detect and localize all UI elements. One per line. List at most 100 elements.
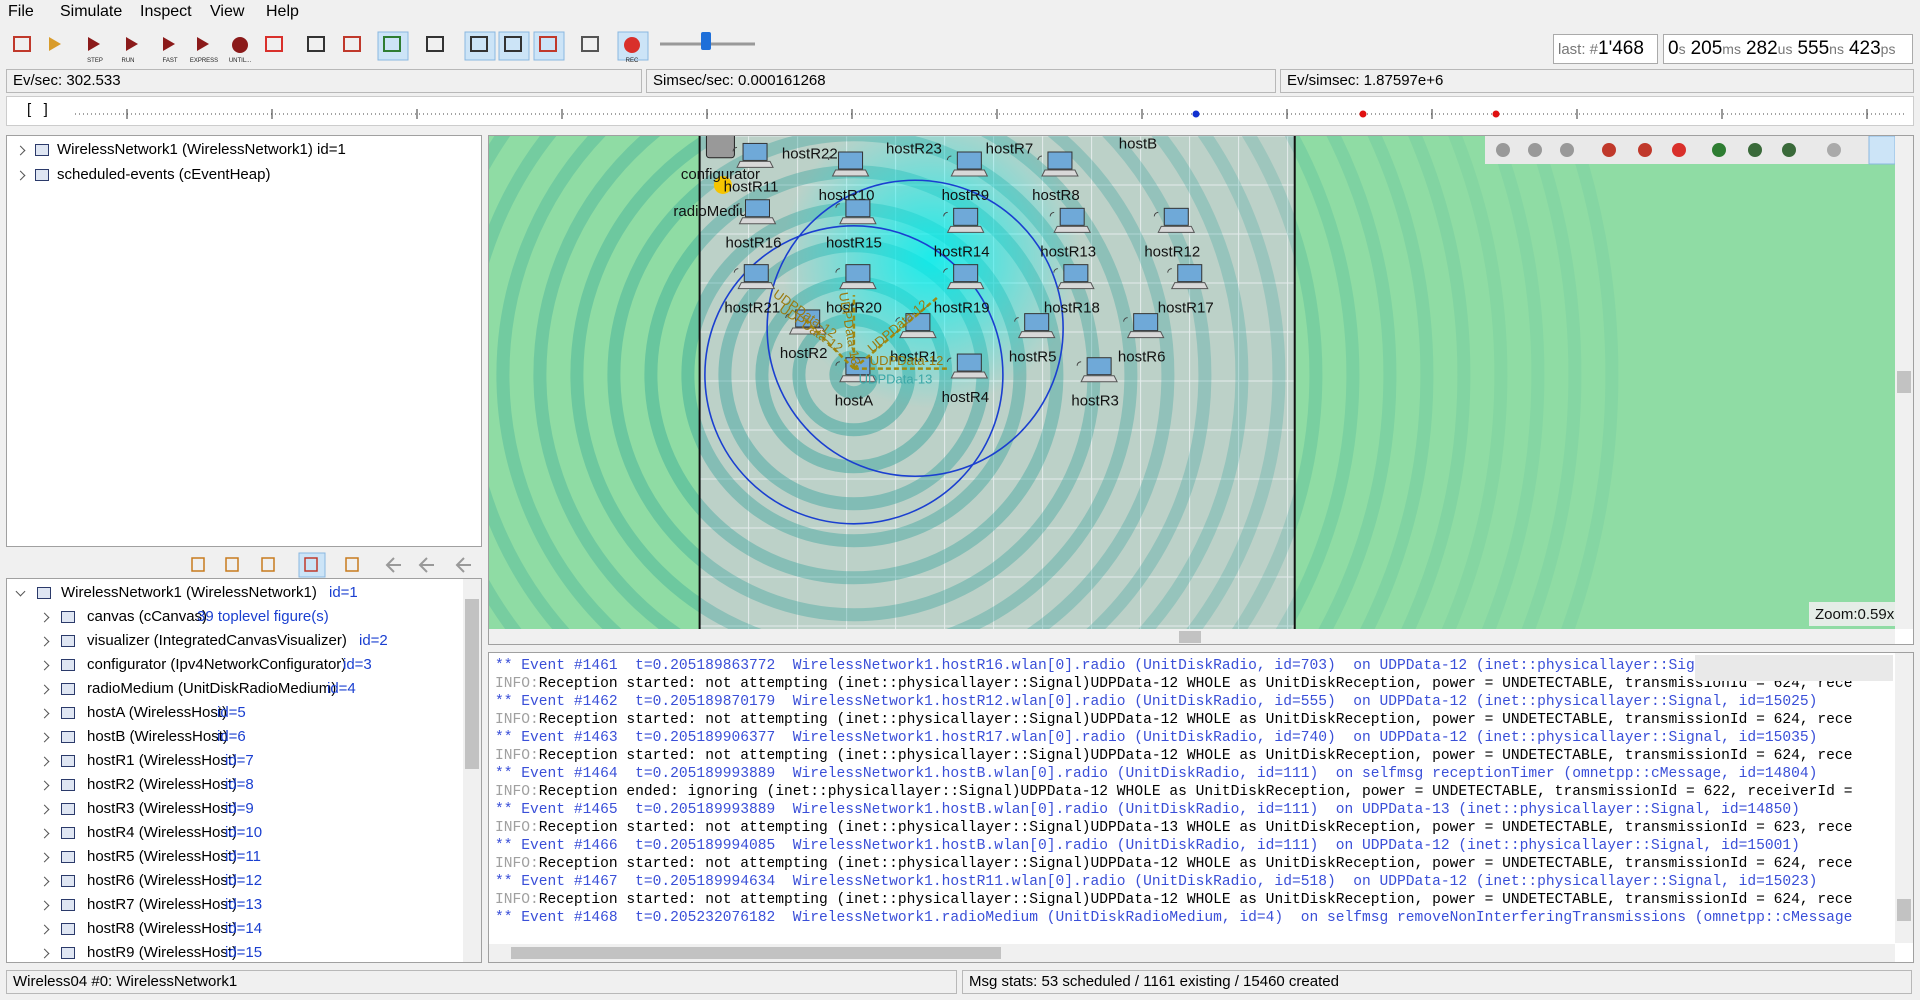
host-icon (835, 264, 877, 290)
timeline-axis (75, 109, 1905, 119)
expand-arrow[interactable] (39, 852, 50, 863)
tree-item[interactable]: scheduled-events (cEventHeap) (57, 166, 271, 183)
tree-info: id=7 (225, 752, 254, 769)
antenna (835, 361, 840, 366)
tree-name[interactable]: configurator (Ipv4NetworkConfigurator) (87, 656, 347, 673)
log-text: Reception started: not attempting (inet:… (538, 892, 1853, 908)
menu-item[interactable]: File (8, 3, 34, 20)
expand-arrow[interactable] (39, 756, 50, 767)
keyboard (839, 375, 877, 383)
keyboard (839, 217, 877, 225)
icon (225, 557, 239, 572)
tree-icon (61, 707, 75, 719)
timeline-label[interactable]: [ ] (27, 101, 48, 118)
log-text: Reception started: not attempting (inet:… (538, 676, 1853, 692)
tree-row: visualizer (IntegratedCanvasVisualizer) i… (7, 629, 462, 653)
screen (956, 353, 982, 372)
expand-arrow[interactable] (15, 586, 26, 597)
host-icon (1076, 357, 1118, 383)
keyboard (839, 282, 877, 290)
log-line: ** Event #1461 t=0.205189863772 Wireless… (495, 657, 1890, 675)
screen (845, 199, 871, 218)
log-text: ** Event #1462 t=0.205189870179 Wireless… (495, 694, 1818, 710)
host-label: hostR21 (724, 300, 780, 317)
keyboard (1053, 225, 1091, 233)
tree-info: id=4 (327, 680, 356, 697)
icon (265, 36, 283, 52)
signal-ring (1481, 136, 1545, 629)
expand-arrow[interactable] (39, 732, 50, 743)
button-label: STEP (87, 58, 103, 64)
expand-arrow[interactable] (39, 924, 50, 935)
tree-info: id=11 (225, 848, 262, 865)
expand-arrow[interactable] (39, 612, 50, 623)
tree-name[interactable]: hostR4 (WirelessHost) (87, 824, 238, 841)
expand-arrow[interactable] (39, 684, 50, 695)
signal-ring (489, 136, 1286, 629)
tree-name[interactable]: radioMedium (UnitDiskRadioMedium) (87, 680, 337, 697)
tree-name[interactable]: hostB (WirelessHost) (87, 728, 228, 745)
host-label: hostR6 (1118, 349, 1166, 366)
tree-name[interactable]: canvas (cCanvas) (87, 608, 208, 625)
expand-arrow[interactable] (39, 876, 50, 887)
signal-ring (1318, 136, 1397, 629)
tree-icon (35, 169, 49, 181)
icon (307, 36, 325, 52)
log-line: ** Event #1465 t=0.205189993889 Wireless… (495, 801, 1890, 819)
tree-item[interactable]: WirelessNetwork1 (WirelessNetwork1) id=1 (57, 141, 346, 158)
expand-arrow[interactable] (39, 660, 50, 671)
log-line: ** Event #1462 t=0.205189870179 Wireless… (495, 693, 1890, 711)
tree-name[interactable]: visualizer (IntegratedCanvasVisualizer) (87, 632, 347, 649)
antenna (734, 203, 740, 208)
log-prefix: INFO: (495, 712, 539, 728)
tree-name[interactable]: WirelessNetwork1 (WirelessNetwork1) (61, 584, 317, 601)
menu-item[interactable]: Help (266, 3, 299, 20)
expand-arrow[interactable] (39, 780, 50, 791)
antenna (1049, 211, 1055, 217)
tree-name[interactable]: hostR5 (WirelessHost) (87, 848, 238, 865)
tree-info: id=15 (225, 944, 263, 961)
expand-arrow[interactable] (15, 145, 26, 156)
tree-name[interactable]: hostR1 (WirelessHost) (87, 752, 238, 769)
tree-name[interactable]: hostR7 (WirelessHost) (87, 896, 238, 913)
icon (426, 36, 444, 52)
keyboard (1041, 169, 1079, 177)
tree-name[interactable]: hostR2 (WirelessHost) (87, 776, 238, 793)
menu-item[interactable]: Inspect (140, 3, 192, 20)
tree-info: id=2 (359, 632, 388, 649)
host-label: hostR2 (780, 345, 828, 362)
sim-time-box: 0s 205ms 282us 555ns 423ps (1663, 34, 1913, 64)
tree-name[interactable]: hostR3 (WirelessHost) (87, 800, 238, 817)
tree-name[interactable]: hostA (WirelessHost) (87, 704, 228, 721)
tree-name[interactable]: hostR9 (WirelessHost) (87, 944, 238, 961)
tree-name[interactable]: hostR8 (WirelessHost) (87, 920, 238, 937)
antenna (785, 313, 790, 319)
tree-row: hostR5 (WirelessHost) id=11 (7, 845, 462, 869)
inspector-tree: WirelessNetwork1 (WirelessNetwork1) id=1 c… (6, 578, 482, 963)
screen (838, 151, 864, 170)
info-field: Ev/simsec: 1.87597e+6 (1280, 69, 1914, 93)
host-icon (828, 151, 870, 177)
expand-arrow[interactable] (39, 708, 50, 719)
time-unit: ns (1829, 41, 1844, 57)
menu-item[interactable]: View (210, 3, 245, 20)
keyboard (1126, 331, 1165, 339)
icon (470, 36, 488, 52)
tree-info: id=10 (225, 824, 263, 841)
antenna (1123, 317, 1128, 322)
host-icon (1153, 207, 1196, 233)
expand-arrow[interactable] (39, 804, 50, 815)
host-label: hostR18 (1044, 300, 1100, 317)
expand-arrow[interactable] (39, 948, 50, 959)
v-scroll-thumb (1897, 371, 1911, 393)
expand-arrow[interactable] (39, 636, 50, 647)
scroll-thumb (465, 599, 479, 769)
menu-item[interactable]: Simulate (60, 3, 123, 20)
canvas-tool (1827, 143, 1841, 157)
tree-name[interactable]: hostR6 (WirelessHost) (87, 872, 238, 889)
expand-arrow[interactable] (15, 170, 26, 181)
expand-arrow[interactable] (39, 900, 50, 911)
tree-row: hostB (WirelessHost) id=6 (7, 725, 462, 749)
expand-arrow[interactable] (39, 828, 50, 839)
tree-info: id=12 (225, 872, 263, 889)
